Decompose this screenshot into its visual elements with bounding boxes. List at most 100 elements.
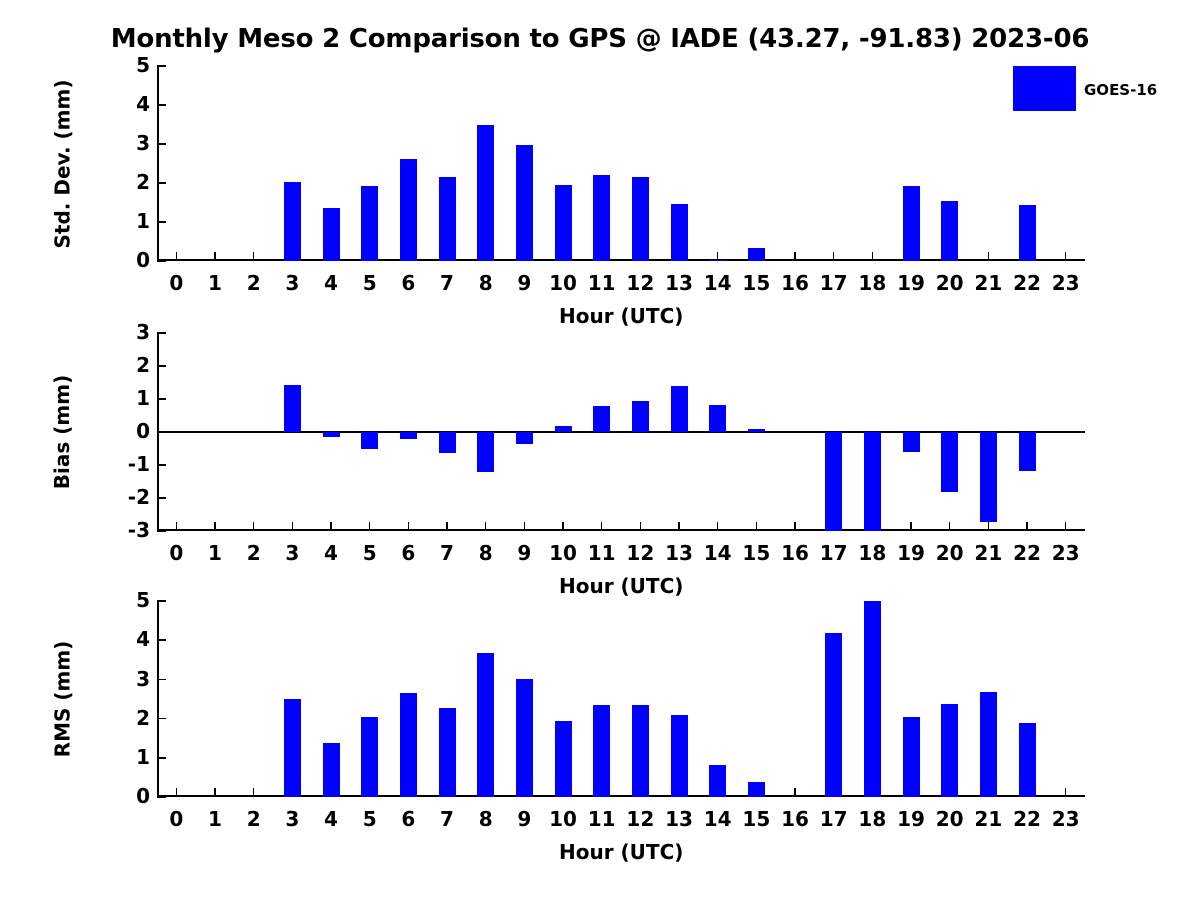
y-tick-label: 1 (136, 386, 150, 411)
bar (1018, 432, 1036, 471)
x-tick-label: 17 (819, 271, 848, 295)
x-tick-label: 1 (208, 271, 222, 295)
x-axis-line (157, 529, 1085, 531)
y-tick-label: -3 (127, 518, 150, 543)
bar (515, 145, 533, 261)
y-tick-label: 0 (136, 419, 150, 444)
x-tick-label: 12 (626, 271, 655, 295)
x-tick-label: 4 (324, 807, 338, 831)
x-tick-label: 21 (974, 807, 1003, 831)
x-tick (910, 522, 912, 531)
y-tick: 3 (136, 133, 166, 153)
bar (438, 177, 456, 261)
x-tick (1064, 788, 1067, 797)
y-tick-label: 4 (136, 627, 150, 652)
x-tick-label: 20 (935, 541, 964, 565)
zero-line (157, 431, 1085, 433)
bar (670, 715, 688, 797)
bar (825, 633, 843, 797)
x-tick-label: 19 (897, 271, 925, 295)
bar (322, 432, 340, 437)
x-tick (948, 522, 951, 531)
y-tick: 5 (136, 55, 166, 75)
x-tick-label: 11 (587, 807, 616, 831)
bar (477, 652, 495, 797)
y-tick-label: 0 (136, 784, 150, 809)
bar (477, 124, 495, 261)
plot-area-rms: 0 1 2 3 4 5 (136, 590, 1085, 806)
x-tick (716, 522, 719, 531)
x-tick-label: 15 (742, 807, 771, 831)
bar (902, 186, 920, 261)
y-tick: 2 (136, 708, 166, 728)
x-tick-label: 7 (440, 807, 454, 831)
bar (670, 385, 688, 432)
x-tick-label: 14 (703, 271, 732, 295)
bar (554, 184, 572, 261)
x-tick-label: 4 (324, 541, 338, 565)
bar (1018, 722, 1036, 797)
x-tick-label: 10 (549, 807, 577, 831)
x-tick-label: 3 (285, 271, 300, 295)
x-tick-label: 18 (858, 807, 887, 831)
x-tick-label: 21 (974, 541, 1003, 565)
y-tick-label: -2 (127, 485, 150, 510)
x-tick-label: 8 (478, 807, 493, 831)
bar (941, 703, 959, 797)
bar (631, 704, 649, 797)
x-tick (794, 252, 796, 261)
x-tick-label: 10 (549, 541, 577, 565)
y-axis-label: Std. Dev. (mm) (49, 79, 74, 248)
x-tick (214, 522, 216, 531)
x-tick-label: 6 (401, 271, 416, 295)
y-tick: -2 (128, 487, 166, 507)
x-tick (1064, 522, 1067, 531)
y-tick-label: 3 (136, 320, 150, 345)
bar (863, 601, 881, 797)
x-tick-label: 13 (665, 807, 693, 831)
x-tick (678, 522, 680, 531)
x-tick-label: 0 (169, 541, 184, 565)
x-tick-label: 3 (285, 541, 300, 565)
x-tick (214, 788, 216, 797)
x-tick-label: 14 (703, 807, 732, 831)
bar (554, 720, 572, 797)
x-tick-label: 17 (819, 541, 848, 565)
x-tick-label: 10 (549, 271, 577, 295)
x-tick-label: 5 (362, 541, 377, 565)
bar (863, 432, 881, 531)
y-axis-label: RMS (mm) (49, 640, 74, 758)
legend-label-goes-16: GOES-16 (1084, 81, 1158, 99)
x-tick-label: 21 (974, 271, 1003, 295)
plot-area-bias: -3 -2 -1 0 1 2 3 (128, 322, 1085, 540)
x-tick-label: 22 (1013, 271, 1041, 295)
x-tick (252, 252, 255, 261)
bar (747, 248, 765, 261)
x-tick (175, 252, 178, 261)
x-tick-label: 18 (858, 541, 887, 565)
bar (593, 174, 611, 261)
plot-area-std-dev: 0 1 2 3 4 5 (136, 55, 1085, 270)
bar (631, 177, 649, 261)
x-tick (368, 522, 371, 531)
bar (515, 432, 533, 445)
x-tick (871, 252, 874, 261)
bar (825, 432, 843, 531)
x-tick-label: 1 (208, 807, 222, 831)
y-tick-label: 3 (136, 131, 150, 156)
x-tick-label: 0 (169, 807, 184, 831)
x-tick (562, 522, 564, 531)
y-tick-label: 2 (136, 705, 150, 730)
x-tick-label: 2 (246, 271, 261, 295)
bar (1018, 205, 1036, 261)
x-tick (639, 522, 642, 531)
x-tick-label: 4 (324, 271, 338, 295)
x-axis-label: Hour (UTC) (559, 304, 684, 328)
x-tick-label: 9 (517, 271, 532, 295)
x-tick-label: 17 (819, 807, 848, 831)
x-tick-label: 0 (169, 271, 184, 295)
x-tick-label: 6 (401, 541, 416, 565)
x-tick (755, 522, 758, 531)
bar (979, 692, 997, 797)
bar (477, 432, 495, 472)
